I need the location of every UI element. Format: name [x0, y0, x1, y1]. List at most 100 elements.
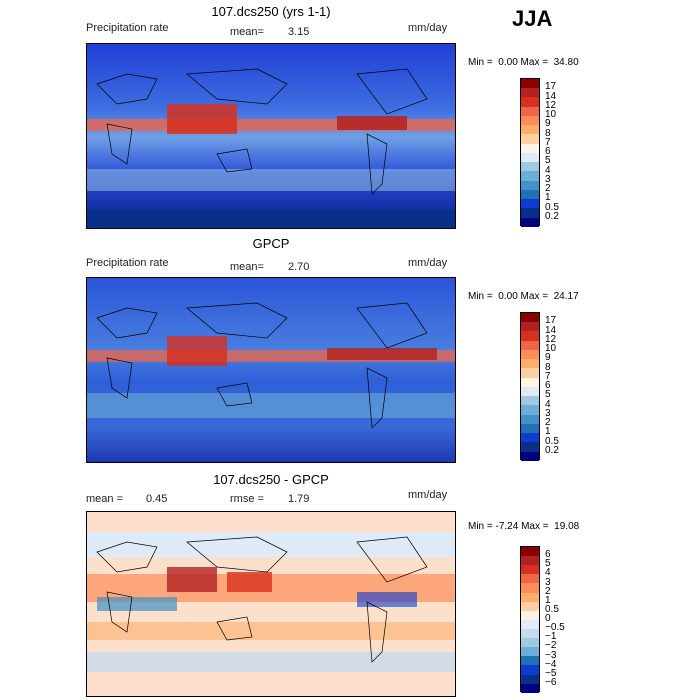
colorbar-tick-label: −0.5: [545, 622, 565, 634]
colorbar-tick-label: 2: [545, 417, 551, 428]
panel2-colorbar: [520, 312, 540, 461]
colorbar-tick-label: 14: [545, 90, 557, 102]
colorbar-segment: [521, 386, 539, 397]
colorbar-tick-label: 7: [545, 370, 551, 382]
panel2-mean-value: 2.70: [288, 261, 310, 273]
colorbar-segment: [521, 152, 539, 163]
panel3-title: 107.dcs250 - GPCP: [213, 472, 329, 487]
colorbar-tick-label: 0.2: [545, 444, 559, 456]
colorbar-segment: [521, 189, 539, 200]
colorbar-segment: [521, 556, 539, 566]
colorbar-segment: [521, 583, 539, 593]
colorbar-segment: [521, 592, 539, 602]
panel1-mean-value: 3.15: [288, 26, 310, 38]
colorbar-tick-label: 8: [545, 127, 551, 139]
panel3-rmse-label: rmse =: [230, 493, 264, 505]
panel2-minmax: Min = 0.00 Max = 24.17: [468, 291, 579, 302]
colorbar-segment: [521, 143, 539, 153]
colorbar-segment: [521, 79, 539, 89]
colorbar-tick-label: −4: [545, 658, 557, 670]
colorbar-segment: [521, 433, 539, 443]
colorbar-tick-label: 1: [545, 594, 551, 606]
colorbar-tick-label: 12: [545, 99, 557, 111]
panel1-title: 107.dcs250 (yrs 1-1): [211, 4, 331, 19]
colorbar-segment: [521, 674, 539, 684]
colorbar-tick-label: 3: [545, 407, 551, 419]
colorbar-tick-label: 4: [545, 567, 551, 579]
panel2-variable-label: Precipitation rate: [86, 257, 169, 269]
colorbar-segment: [521, 451, 539, 461]
colorbar-segment: [521, 619, 539, 629]
colorbar-segment: [521, 683, 539, 693]
panel3-minmax: Min = -7.24 Max = 19.08: [468, 521, 580, 532]
colorbar-segment: [521, 359, 539, 369]
colorbar-segment: [521, 134, 539, 144]
colorbar-tick-label: 2: [545, 585, 551, 597]
colorbar-segment: [521, 405, 539, 415]
colorbar-segment: [521, 106, 539, 116]
colorbar-tick-label: 4: [545, 398, 551, 410]
colorbar-segment: [521, 442, 539, 452]
colorbar-segment: [521, 565, 539, 575]
colorbar-segment: [521, 217, 539, 227]
colorbar-tick-label: 17: [545, 81, 557, 93]
colorbar-segment: [521, 656, 539, 666]
panel2-map: [86, 277, 456, 463]
colorbar-segment: [521, 199, 539, 209]
colorbar-segment: [521, 115, 539, 126]
colorbar-tick-label: 12: [545, 333, 557, 345]
colorbar-tick-label: −5: [545, 667, 557, 679]
colorbar-tick-label: 4: [545, 164, 551, 176]
colorbar-segment: [521, 368, 539, 378]
colorbar-tick-label: 17: [545, 315, 557, 327]
colorbar-tick-label: 0: [545, 613, 551, 624]
colorbar-segment: [521, 97, 539, 107]
colorbar-segment: [521, 331, 539, 341]
colorbar-segment: [521, 547, 539, 557]
colorbar-tick-label: 0.2: [545, 210, 559, 222]
panel3-map: [86, 511, 456, 697]
colorbar-tick-label: 1: [545, 426, 551, 438]
colorbar-tick-label: 3: [545, 576, 551, 588]
colorbar-tick-label: 1: [545, 192, 551, 204]
colorbar-tick-label: 5: [545, 389, 551, 401]
colorbar-tick-label: 0.5: [545, 603, 559, 615]
colorbar-segment: [521, 125, 539, 135]
colorbar-segment: [521, 423, 539, 434]
colorbar-segment: [521, 377, 539, 387]
panel3-mean-value: 0.45: [146, 493, 168, 505]
colorbar-tick-label: 5: [545, 558, 551, 570]
colorbar-segment: [521, 180, 539, 190]
panel1-variable-label: Precipitation rate: [86, 22, 169, 34]
colorbar-segment: [521, 208, 539, 218]
colorbar-tick-label: −6: [545, 676, 557, 688]
colorbar-segment: [521, 171, 539, 181]
panel2-title: GPCP: [252, 236, 290, 251]
colorbar-segment: [521, 88, 539, 98]
panel1-mean-label: mean=: [230, 26, 264, 38]
colorbar-tick-label: 3: [545, 173, 551, 185]
colorbar-tick-label: 0.5: [545, 435, 559, 447]
season-label: JJA: [512, 6, 553, 31]
colorbar-segment: [521, 414, 539, 424]
colorbar-segment: [521, 396, 539, 406]
colorbar-tick-label: 6: [545, 380, 551, 391]
colorbar-tick-label: 10: [545, 343, 557, 354]
colorbar-segment: [521, 349, 539, 360]
colorbar-tick-label: 7: [545, 136, 551, 148]
colorbar-tick-label: 2: [545, 183, 551, 194]
panel2-units: mm/day: [408, 257, 448, 269]
colorbar-segment: [521, 313, 539, 323]
panel1-map: [86, 43, 456, 229]
colorbar-segment: [521, 322, 539, 332]
colorbar-segment: [521, 610, 539, 620]
colorbar-tick-label: −3: [545, 649, 557, 661]
panel1-colorbar: [520, 78, 540, 227]
colorbar-tick-label: 0.5: [545, 201, 559, 213]
panel3-colorbar: [520, 546, 540, 693]
panel3-mean-label: mean =: [86, 493, 123, 505]
colorbar-tick-label: 8: [545, 361, 551, 373]
colorbar-segment: [521, 574, 539, 584]
panel3-rmse-value: 1.79: [288, 493, 310, 505]
colorbar-tick-label: 6: [545, 146, 551, 157]
